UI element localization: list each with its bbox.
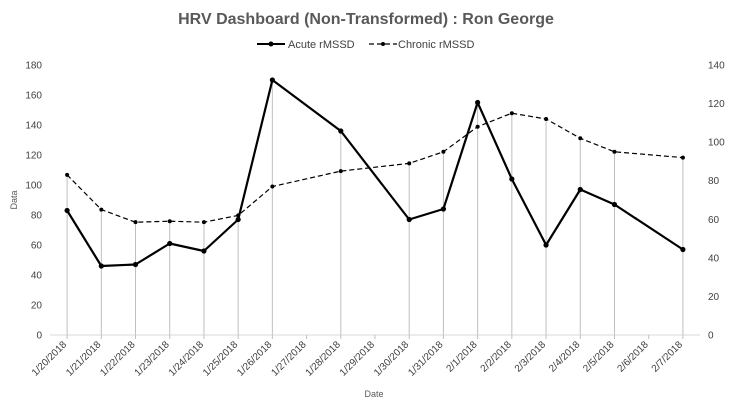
data-point-chronic <box>441 149 446 154</box>
y-tick-label-right: 100 <box>708 138 725 149</box>
x-tick-label: 1/20/2018 <box>30 339 70 379</box>
legend-chronic-label: Chronic rMSSD <box>398 39 474 51</box>
y-tick-label-left: 120 <box>25 151 42 162</box>
data-point-chronic <box>544 117 549 121</box>
data-point-acute <box>475 99 481 106</box>
data-point-chronic <box>270 184 275 189</box>
x-tick-label: 1/23/2018 <box>133 339 173 379</box>
y-tick-label-left: 140 <box>25 121 42 132</box>
data-point-acute <box>64 207 70 214</box>
y-tick-label-right: 0 <box>708 331 714 342</box>
y-tick-label-right: 20 <box>708 292 720 303</box>
x-tick-label: 1/22/2018 <box>98 339 138 379</box>
data-point-chronic <box>65 172 70 177</box>
data-point-chronic <box>407 161 412 166</box>
x-tick-label: 1/31/2018 <box>406 339 446 379</box>
x-tick-label: 1/24/2018 <box>167 339 207 379</box>
y-tick-label-right: 80 <box>708 176 720 187</box>
data-point-acute <box>338 128 344 134</box>
y-tick-label-left: 40 <box>31 271 43 282</box>
x-tick-label: 1/26/2018 <box>235 339 275 379</box>
data-point-chronic <box>475 124 480 129</box>
x-tick-label: 1/21/2018 <box>64 339 104 379</box>
data-point-chronic <box>578 136 583 141</box>
x-axis: 1/20/20181/21/20181/22/20181/23/20181/24… <box>30 335 685 379</box>
x-tick-label: 1/28/2018 <box>304 339 344 379</box>
x-tick-label: 1/25/2018 <box>201 339 241 379</box>
data-point-chronic <box>99 207 104 212</box>
y-tick-label-left: 0 <box>36 331 42 342</box>
x-tick-label: 1/27/2018 <box>269 339 309 379</box>
data-point-acute <box>406 216 412 223</box>
data-point-chronic <box>236 213 241 218</box>
data-point-chronic <box>167 219 172 224</box>
x-tick-label: 2/4/2018 <box>547 339 583 375</box>
y-tick-label-left: 100 <box>25 181 42 192</box>
x-tick-label: 2/6/2018 <box>615 339 651 375</box>
data-point-acute <box>132 261 139 268</box>
data-point-acute <box>543 242 549 248</box>
y-tick-label-right: 120 <box>708 99 725 110</box>
legend: Acute rMSSD Chronic rMSSD <box>257 39 474 51</box>
y-tick-label-left: 160 <box>25 91 42 102</box>
y-tick-label-left: 180 <box>25 61 42 72</box>
data-point-acute <box>269 77 275 83</box>
series-line-chronic <box>66 112 683 223</box>
y-tick-label-right: 60 <box>708 215 720 226</box>
y-axis-left: 0 20 40 60 80 100 120 140 160 180 <box>25 61 42 342</box>
y-axis-title: Data <box>9 190 19 209</box>
x-tick-label: 1/29/2018 <box>338 339 378 379</box>
x-tick-label: 2/3/2018 <box>513 339 549 375</box>
series-layer <box>64 77 686 269</box>
data-point-acute <box>611 201 618 208</box>
legend-acute-label: Acute rMSSD <box>288 39 355 51</box>
chart-title: HRV Dashboard (Non-Transformed) : Ron Ge… <box>178 11 554 28</box>
x-tick-label: 2/7/2018 <box>650 339 686 375</box>
y-tick-label-left: 20 <box>31 301 43 312</box>
series-line-acute <box>66 78 684 268</box>
x-tick-label: 2/1/2018 <box>444 339 480 375</box>
legend-chronic-marker <box>381 42 385 46</box>
drop-lines <box>66 80 684 335</box>
legend-acute-marker <box>268 41 274 47</box>
data-point-acute <box>509 176 515 182</box>
data-point-acute <box>167 240 173 247</box>
y-tick-label-left: 80 <box>31 211 43 222</box>
data-point-chronic <box>680 155 685 160</box>
data-point-acute <box>440 206 447 212</box>
data-point-acute <box>235 216 241 223</box>
data-point-chronic <box>612 149 617 154</box>
data-point-chronic <box>133 220 138 225</box>
y-tick-label-left: 60 <box>31 241 43 252</box>
x-axis-title: Date <box>364 389 383 399</box>
data-point-acute <box>577 186 583 193</box>
x-tick-label: 2/5/2018 <box>581 339 617 375</box>
x-tick-label: 1/30/2018 <box>372 339 412 379</box>
x-tick-label: 2/2/2018 <box>479 339 515 375</box>
data-point-chronic <box>201 220 206 225</box>
data-point-acute <box>201 248 207 254</box>
data-point-chronic <box>509 111 514 116</box>
data-point-acute <box>98 263 104 269</box>
data-point-chronic <box>338 169 343 174</box>
y-tick-label-right: 140 <box>708 61 725 72</box>
data-point-acute <box>680 246 686 253</box>
y-tick-label-right: 40 <box>708 253 720 264</box>
y-axis-right: 0 20 40 60 80 100 120 140 <box>708 61 725 342</box>
